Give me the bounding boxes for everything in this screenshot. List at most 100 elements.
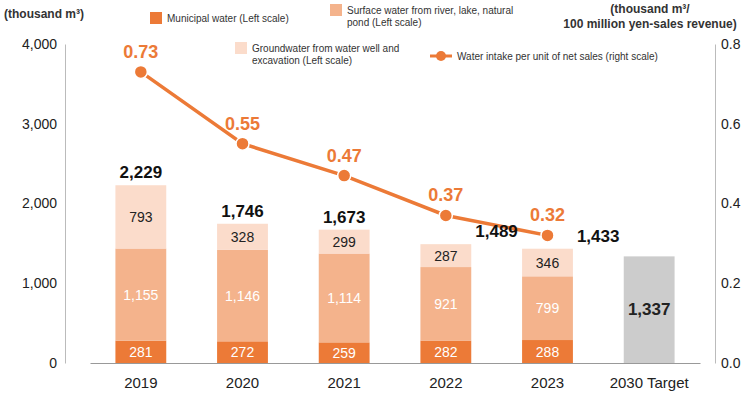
y-tick: 0 xyxy=(49,355,65,371)
chart-svg: 01,0002,0003,0004,0000.00.20.40.60.82019… xyxy=(0,0,750,400)
line-label: 0.37 xyxy=(428,185,463,205)
legend-swatch xyxy=(235,42,247,54)
bar xyxy=(217,341,268,363)
y-axis-title: (thousand m³) xyxy=(4,7,84,21)
bar-label: 282 xyxy=(434,344,458,360)
bar xyxy=(319,230,370,254)
y-tick-label: 4,000 xyxy=(22,36,57,52)
bar-label: 799 xyxy=(536,300,560,316)
bar xyxy=(319,254,370,343)
line-marker xyxy=(439,209,452,222)
line-marker xyxy=(541,229,554,242)
bar xyxy=(522,276,573,340)
legend-item: Surface water from river, lake, naturalp… xyxy=(330,4,513,28)
bar-series xyxy=(115,185,572,276)
legend-item: Municipal water (Left scale) xyxy=(150,12,289,24)
legend-label: Water intake per unit of net sales (righ… xyxy=(457,51,658,62)
line-label: 0.73 xyxy=(123,42,158,62)
y-tick: 2,000 xyxy=(22,195,65,211)
line-label: 0.55 xyxy=(225,114,260,134)
bar-label: 346 xyxy=(536,255,560,271)
bar-series xyxy=(115,248,572,342)
line-label: 0.32 xyxy=(530,205,565,225)
x-tick-label: 2022 xyxy=(429,374,462,391)
y2-axis-title: (thousand m³/ xyxy=(610,2,690,16)
bar xyxy=(115,185,166,248)
bar xyxy=(420,341,471,363)
x-axis-line xyxy=(91,363,701,364)
y2-tick-label: 0.0 xyxy=(721,355,741,371)
legend-label-line: Groundwater from water well and xyxy=(252,43,399,54)
y-tick: 1,000 xyxy=(22,275,65,291)
bar xyxy=(420,244,471,267)
x-tick: 2021 xyxy=(327,363,360,391)
labels: 2812722592822881,1551,1461,1149217997933… xyxy=(120,42,671,361)
legend-label-line: Municipal water (Left scale) xyxy=(167,13,289,24)
bar-label: 921 xyxy=(434,296,458,312)
bar-label: 288 xyxy=(536,344,560,360)
bar xyxy=(319,342,370,363)
legend-label-line: excavation (Left scale) xyxy=(252,55,352,66)
x-tick: 2023 xyxy=(531,363,564,391)
bar-label: 1,337 xyxy=(628,300,671,319)
bar-label: 259 xyxy=(332,345,356,361)
legend-label-line: Water intake per unit of net sales (righ… xyxy=(457,51,658,62)
bar xyxy=(217,224,268,250)
x-tick: 2019 xyxy=(124,363,157,391)
x-tick-label: 2023 xyxy=(531,374,564,391)
plot-area xyxy=(115,65,674,363)
total-label: 1,489 xyxy=(475,222,518,241)
legend-label: Groundwater from water well andexcavatio… xyxy=(252,43,399,66)
bar xyxy=(522,249,573,277)
legend-label: Municipal water (Left scale) xyxy=(167,13,289,24)
y2-tick: 0.6 xyxy=(715,116,741,132)
x-tick: 2030 Target xyxy=(610,363,690,391)
bar xyxy=(115,248,166,340)
x-tick: 2020 xyxy=(226,363,259,391)
line-marker xyxy=(236,137,249,150)
total-label: 1,433 xyxy=(577,227,620,246)
y-tick: 3,000 xyxy=(22,116,65,132)
bar-label: 793 xyxy=(129,209,153,225)
chart-container: 01,0002,0003,0004,0000.00.20.40.60.82019… xyxy=(0,0,750,400)
legend-swatch xyxy=(330,4,342,16)
bar-label: 299 xyxy=(332,234,356,250)
line-marker xyxy=(338,169,351,182)
y2-axis-title: 100 million yen-sales revenue) xyxy=(563,17,736,31)
bar xyxy=(115,341,166,363)
y-tick-label: 2,000 xyxy=(22,195,57,211)
y-tick-label: 0 xyxy=(49,355,57,371)
legend-item: Water intake per unit of net sales (righ… xyxy=(430,51,658,62)
legend-label-line: Surface water from river, lake, natural xyxy=(347,5,513,16)
y2-tick: 0.8 xyxy=(715,36,741,52)
y2-axis: 0.00.20.40.60.8 xyxy=(715,36,741,371)
legend: Municipal water (Left scale) Surface wate… xyxy=(150,4,658,66)
bar xyxy=(420,267,471,340)
y2-tick-label: 0.4 xyxy=(721,195,741,211)
y-axis: 0 1,000 2,000 3,000 4,000 xyxy=(22,36,66,371)
legend-marker xyxy=(436,51,446,61)
bar-label: 287 xyxy=(434,248,458,264)
x-tick-label: 2020 xyxy=(226,374,259,391)
total-label: 2,229 xyxy=(120,163,163,182)
bar-label: 1,146 xyxy=(225,288,260,304)
x-axis: 2019 2020 2021 2022 2023 2030 Target xyxy=(91,363,701,391)
bar xyxy=(522,340,573,363)
y-tick: 4,000 xyxy=(22,36,65,52)
y2-tick-label: 0.8 xyxy=(721,36,741,52)
bar-label: 328 xyxy=(231,229,255,245)
bar xyxy=(217,250,268,341)
line-series xyxy=(134,65,554,241)
bar-label: 281 xyxy=(129,344,153,360)
x-tick-label: 2019 xyxy=(124,374,157,391)
y2-tick: 0.0 xyxy=(715,355,741,371)
legend-label: Surface water from river, lake, naturalp… xyxy=(347,5,513,28)
total-label: 1,746 xyxy=(221,202,264,221)
legend-label-line: pond (Left scale) xyxy=(347,17,422,28)
bar-label: 1,114 xyxy=(327,290,361,306)
bar-label: 272 xyxy=(231,344,255,360)
legend-swatch xyxy=(150,12,162,24)
y2-tick: 0.4 xyxy=(715,195,741,211)
line xyxy=(141,72,548,235)
bar-series xyxy=(624,256,675,363)
